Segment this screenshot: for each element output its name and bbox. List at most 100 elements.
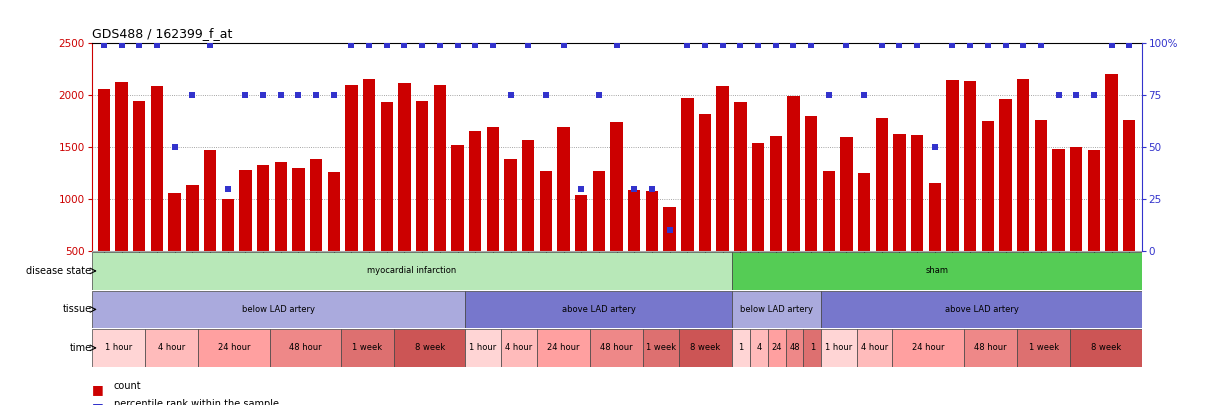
Bar	[999, 99, 1012, 303]
Point	[590, 92, 609, 98]
Bar	[840, 137, 852, 303]
Bar	[733, 252, 1142, 290]
Bar	[646, 191, 658, 303]
Text: percentile rank within the sample: percentile rank within the sample	[114, 399, 278, 405]
Bar	[92, 252, 733, 290]
Bar	[929, 183, 941, 303]
Bar	[893, 329, 963, 367]
Bar	[469, 131, 481, 303]
Bar	[1123, 120, 1136, 303]
Text: time: time	[70, 343, 92, 353]
Point	[819, 92, 839, 98]
Bar	[1088, 150, 1100, 303]
Point	[342, 41, 361, 48]
Text: 48: 48	[789, 343, 800, 352]
Point	[890, 41, 910, 48]
Bar	[875, 117, 888, 303]
Point	[907, 41, 927, 48]
Bar	[734, 102, 746, 303]
Point	[324, 92, 343, 98]
Bar	[416, 101, 429, 303]
Point	[536, 92, 556, 98]
Bar	[256, 164, 270, 303]
Point	[766, 41, 785, 48]
Text: count: count	[114, 381, 142, 391]
Bar	[394, 329, 465, 367]
Bar	[270, 329, 341, 367]
Bar	[750, 329, 768, 367]
Point	[1049, 92, 1068, 98]
Bar	[963, 329, 1017, 367]
Bar	[894, 134, 906, 303]
Text: 24 hour: 24 hour	[912, 343, 944, 352]
Text: 24 hour: 24 hour	[217, 343, 250, 352]
Point	[678, 41, 697, 48]
Text: 4 hour: 4 hour	[861, 343, 889, 352]
Text: tissue: tissue	[62, 305, 92, 314]
Bar	[487, 127, 499, 303]
Text: 48 hour: 48 hour	[601, 343, 632, 352]
Bar	[465, 329, 501, 367]
Point	[571, 185, 591, 192]
Point	[554, 41, 574, 48]
Bar	[310, 159, 322, 303]
Bar	[292, 168, 304, 303]
Text: myocardial infarction: myocardial infarction	[368, 266, 457, 275]
Text: 8 week: 8 week	[1090, 343, 1121, 352]
Bar	[681, 98, 694, 303]
Bar	[452, 145, 464, 303]
Text: 24 hour: 24 hour	[547, 343, 580, 352]
Bar	[465, 291, 733, 328]
Bar	[663, 207, 676, 303]
Text: 1 week: 1 week	[1028, 343, 1059, 352]
Point	[359, 41, 379, 48]
Point	[624, 185, 643, 192]
Bar	[911, 135, 923, 303]
Point	[836, 41, 856, 48]
Point	[1066, 92, 1085, 98]
Point	[926, 144, 945, 150]
Point	[112, 41, 132, 48]
Point	[1031, 41, 1050, 48]
Bar	[768, 329, 785, 367]
Bar	[785, 329, 803, 367]
Point	[183, 92, 203, 98]
Bar	[151, 86, 164, 303]
Bar	[92, 329, 145, 367]
Bar	[381, 102, 393, 303]
Point	[94, 41, 114, 48]
Point	[607, 41, 626, 48]
Bar	[643, 329, 679, 367]
Bar	[92, 291, 465, 328]
Point	[129, 41, 149, 48]
Text: below LAD artery: below LAD artery	[242, 305, 315, 314]
Bar	[610, 122, 623, 303]
Bar	[275, 162, 287, 303]
Bar	[733, 291, 822, 328]
Point	[642, 185, 662, 192]
Text: ■: ■	[92, 383, 104, 396]
Text: above LAD artery: above LAD artery	[562, 305, 636, 314]
Bar	[1105, 74, 1117, 303]
Bar	[327, 172, 339, 303]
Bar	[1070, 147, 1082, 303]
Text: 1: 1	[739, 343, 744, 352]
Bar	[769, 136, 781, 303]
Point	[659, 227, 679, 233]
Point	[253, 92, 272, 98]
Bar	[1017, 329, 1071, 367]
Point	[430, 41, 449, 48]
Text: 1 week: 1 week	[646, 343, 676, 352]
Bar	[698, 115, 711, 303]
Bar	[575, 195, 587, 303]
Bar	[168, 193, 181, 303]
Bar	[221, 199, 234, 303]
Text: 4 hour: 4 hour	[158, 343, 186, 352]
Bar	[145, 329, 198, 367]
Point	[165, 144, 184, 150]
Point	[217, 185, 237, 192]
Point	[1084, 92, 1104, 98]
Bar	[1053, 149, 1065, 303]
Text: 24: 24	[772, 343, 781, 352]
Point	[465, 41, 485, 48]
